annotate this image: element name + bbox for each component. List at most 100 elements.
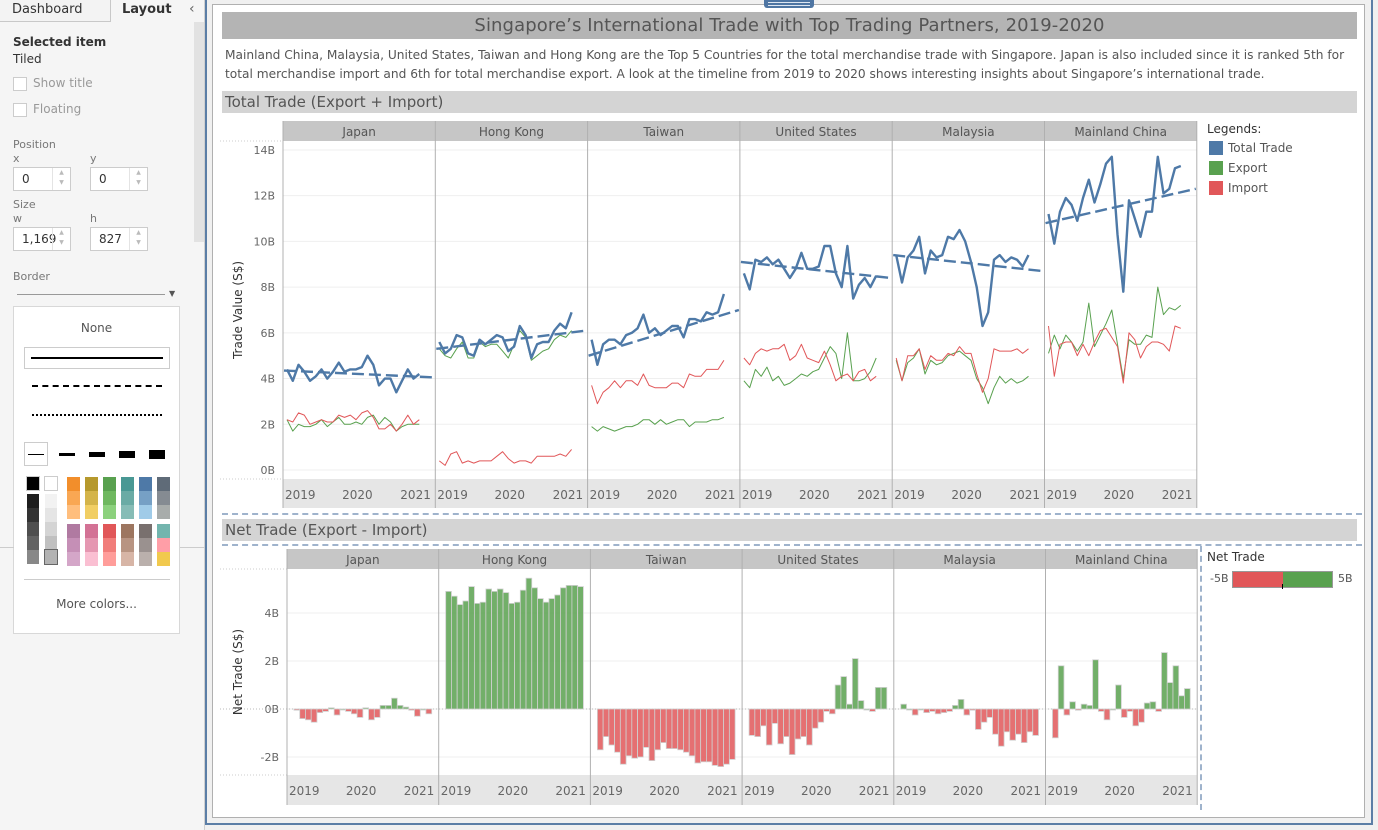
color-swatch[interactable]: [27, 550, 39, 564]
net-trade-bar: [986, 708, 993, 718]
color-swatch[interactable]: [67, 505, 80, 519]
width-input[interactable]: 1,169 ▲ ▼: [13, 227, 71, 251]
color-swatch[interactable]: [85, 505, 98, 519]
color-swatch[interactable]: [139, 477, 152, 491]
net-trade-bar: [1103, 708, 1111, 721]
pane-scrollbar[interactable]: [194, 22, 204, 242]
border-width-4-option[interactable]: [119, 451, 135, 458]
line-export-taiwan: [591, 416, 725, 432]
color-swatch[interactable]: [139, 552, 152, 566]
size-label: Size: [13, 198, 36, 211]
color-swatch[interactable]: [27, 522, 39, 536]
chevron-down-icon[interactable]: ▼: [169, 289, 176, 298]
color-swatch[interactable]: [121, 505, 134, 519]
border-dotted-option[interactable]: [32, 414, 162, 416]
color-swatch[interactable]: [157, 552, 170, 566]
floating-checkbox[interactable]: [13, 103, 27, 117]
color-swatch[interactable]: [121, 491, 134, 505]
color-swatch[interactable]: [67, 477, 80, 491]
color-swatch[interactable]: [121, 524, 134, 538]
panel-header: [435, 121, 588, 141]
color-swatch[interactable]: [67, 552, 80, 566]
border-none-option[interactable]: None: [80, 321, 113, 335]
show-title-checkbox[interactable]: [13, 77, 27, 91]
color-swatch[interactable]: [85, 524, 98, 538]
net-trade-bar: [846, 703, 853, 710]
color-swatch[interactable]: [85, 491, 98, 505]
border-solid-option[interactable]: [24, 347, 170, 369]
x-position-input[interactable]: 0 ▲ ▼: [13, 167, 71, 191]
color-swatch[interactable]: [103, 491, 116, 505]
spinner-arrows-icon[interactable]: ▲ ▼: [129, 168, 147, 190]
spinner-arrows-icon[interactable]: ▲ ▼: [52, 168, 70, 190]
tab-layout[interactable]: Layout: [111, 0, 191, 22]
color-swatch[interactable]: [85, 477, 98, 491]
net-trade-bar: [788, 708, 796, 755]
color-swatch[interactable]: [26, 476, 40, 491]
color-swatch[interactable]: [121, 552, 134, 566]
color-swatch[interactable]: [45, 494, 57, 508]
color-swatch[interactable]: [103, 524, 116, 538]
height-input[interactable]: 827 ▲ ▼: [90, 227, 148, 251]
color-swatch[interactable]: [27, 494, 39, 508]
color-swatch[interactable]: [139, 491, 152, 505]
x-axis-band: [283, 479, 436, 508]
color-swatch[interactable]: [157, 505, 170, 519]
color-swatch[interactable]: [27, 508, 39, 522]
color-swatch[interactable]: [67, 491, 80, 505]
color-swatch[interactable]: [157, 524, 170, 538]
color-swatch[interactable]: [121, 538, 134, 552]
panel-header: [287, 549, 439, 569]
collapse-pane-icon[interactable]: ‹: [189, 1, 195, 17]
net-trade-bar: [671, 708, 679, 749]
border-dashed-option[interactable]: [32, 385, 162, 387]
net-trade-bar: [906, 708, 913, 711]
y-position-input[interactable]: 0 ▲ ▼: [90, 167, 148, 191]
color-swatch[interactable]: [44, 476, 58, 491]
color-swatch[interactable]: [85, 552, 98, 566]
net-trade-bar: [571, 585, 579, 710]
tab-dashboard[interactable]: Dashboard: [0, 0, 111, 22]
x-tick-label: 2019: [896, 784, 927, 798]
solid-line-icon: [31, 357, 163, 359]
color-swatch[interactable]: [45, 522, 57, 536]
color-swatch[interactable]: [139, 538, 152, 552]
net-trade-bar: [345, 708, 352, 712]
net-legend-color-ramp[interactable]: [1232, 571, 1333, 589]
border-width-1-option[interactable]: [24, 442, 48, 466]
color-swatch[interactable]: [157, 477, 170, 491]
color-swatch[interactable]: [139, 524, 152, 538]
border-style-dropdown[interactable]: [17, 294, 165, 295]
color-swatch[interactable]: [121, 477, 134, 491]
color-swatch[interactable]: [67, 524, 80, 538]
border-width-5-option[interactable]: [149, 450, 165, 459]
net-trade-bar: [765, 708, 773, 746]
color-swatch[interactable]: [103, 538, 116, 552]
color-swatch[interactable]: [103, 477, 116, 491]
color-swatch[interactable]: [85, 538, 98, 552]
spinner-arrows-icon[interactable]: ▲ ▼: [52, 228, 70, 250]
color-swatch[interactable]: [157, 491, 170, 505]
net-trade-bar: [554, 594, 561, 710]
show-title-label: Show title: [33, 76, 93, 90]
color-swatch[interactable]: [45, 508, 57, 522]
border-width-2-option[interactable]: [59, 453, 75, 456]
x-axis-band: [1044, 479, 1197, 508]
border-width-3-option[interactable]: [89, 452, 105, 457]
net-trade-bar: [1166, 682, 1174, 710]
x-axis-band: [287, 775, 439, 805]
color-swatch[interactable]: [103, 552, 116, 566]
spinner-arrows-icon[interactable]: ▲ ▼: [129, 228, 147, 250]
color-swatch[interactable]: [103, 505, 116, 519]
color-swatch[interactable]: [157, 538, 170, 552]
net-trade-bar: [462, 600, 470, 710]
color-swatch[interactable]: [139, 505, 152, 519]
divider: [24, 579, 170, 580]
more-colors-link[interactable]: More colors...: [56, 597, 137, 611]
color-swatch[interactable]: [45, 536, 57, 550]
drag-handle-icon[interactable]: [764, 0, 814, 8]
color-swatch[interactable]: [44, 549, 58, 565]
color-swatch[interactable]: [67, 538, 80, 552]
color-swatch[interactable]: [27, 536, 39, 550]
net-trade-bar: [419, 708, 427, 711]
